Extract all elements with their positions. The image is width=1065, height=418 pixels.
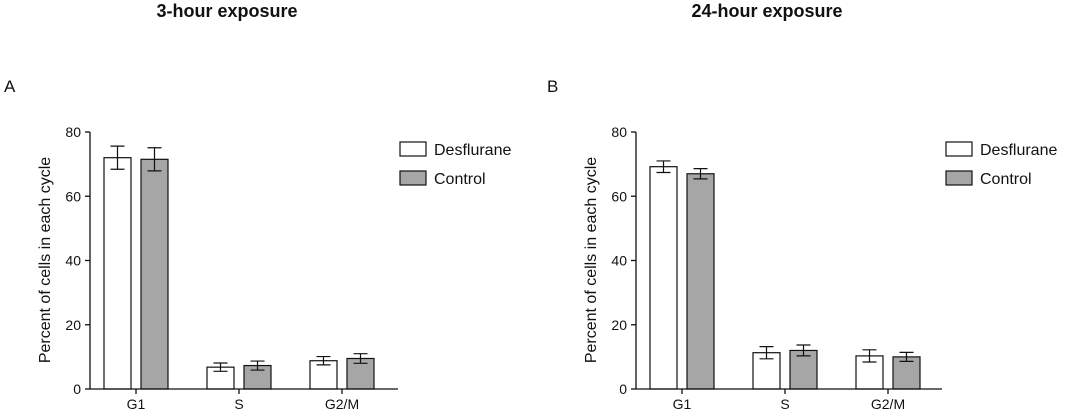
y-tick-label-a-2: 40 bbox=[65, 253, 81, 269]
x-categories-b: G1 S G2/M bbox=[673, 389, 905, 412]
error-bar-b-g2m-control bbox=[899, 351, 914, 362]
y-axis-label-b: Percent of cells in each cycle bbox=[583, 157, 600, 363]
legend-b: Desflurane Control bbox=[945, 141, 1057, 188]
legend-a: Desflurane Control bbox=[399, 141, 511, 188]
bars-b bbox=[649, 160, 921, 390]
error-bar-a-g2m-desflurane bbox=[316, 355, 331, 366]
legend-label-a-desflurane: Desflurane bbox=[434, 142, 511, 159]
legend-swatch-b-desflurane bbox=[945, 141, 973, 157]
x-category-label-b-1: S bbox=[780, 396, 789, 412]
bar-b-g1-control bbox=[686, 173, 715, 390]
error-bar-b-s-desflurane bbox=[759, 345, 774, 360]
x-category-label-b-0: G1 bbox=[673, 396, 692, 412]
x-category-label-a-1: S bbox=[234, 396, 243, 412]
y-tick-label-b-1: 20 bbox=[611, 317, 627, 333]
y-ticks-a: 0 20 40 60 80 bbox=[65, 124, 90, 397]
y-tick-label-b-3: 60 bbox=[611, 188, 627, 204]
y-ticks-b: 0 20 40 60 80 bbox=[611, 124, 636, 397]
error-bar-a-g1-control bbox=[147, 147, 162, 172]
x-category-label-b-2: G2/M bbox=[871, 396, 905, 412]
error-bar-b-g2m-desflurane bbox=[862, 349, 877, 363]
error-bar-a-g1-desflurane bbox=[110, 145, 125, 170]
legend-swatch-a-control bbox=[399, 170, 427, 186]
legend-label-a-control: Control bbox=[434, 171, 486, 188]
y-tick-label-b-2: 40 bbox=[611, 253, 627, 269]
chart-title-b: 24-hour exposure bbox=[691, 1, 842, 21]
panel-label-b: B bbox=[547, 77, 558, 96]
y-tick-label-a-0: 0 bbox=[73, 381, 81, 397]
y-tick-label-a-3: 60 bbox=[65, 188, 81, 204]
bar-a-g1-desflurane bbox=[103, 157, 132, 390]
bar-a-g1-control bbox=[140, 158, 169, 390]
y-tick-label-a-1: 20 bbox=[65, 317, 81, 333]
axes-b bbox=[635, 132, 942, 390]
legend-label-b-desflurane: Desflurane bbox=[980, 142, 1057, 159]
bar-b-g1-desflurane bbox=[649, 166, 678, 390]
y-tick-label-a-4: 80 bbox=[65, 124, 81, 140]
x-category-label-a-0: G1 bbox=[127, 396, 146, 412]
x-categories-a: G1 S G2/M bbox=[127, 389, 359, 412]
error-bar-b-g1-desflurane bbox=[656, 160, 671, 174]
y-tick-label-b-4: 80 bbox=[611, 124, 627, 140]
x-category-label-a-2: G2/M bbox=[325, 396, 359, 412]
legend-swatch-a-desflurane bbox=[399, 141, 427, 157]
bars-a bbox=[103, 145, 375, 390]
error-bar-b-g1-control bbox=[693, 168, 708, 180]
y-axis-label-a: Percent of cells in each cycle bbox=[37, 157, 54, 363]
chart-panel-a: 3-hour exposure A Percent of cells in ea… bbox=[4, 1, 511, 412]
chart-title-a: 3-hour exposure bbox=[156, 1, 297, 21]
axes-a bbox=[89, 132, 398, 390]
legend-swatch-b-control bbox=[945, 170, 973, 186]
error-bar-a-g2m-control bbox=[353, 353, 368, 364]
legend-label-b-control: Control bbox=[980, 171, 1032, 188]
error-bar-b-s-control bbox=[796, 344, 811, 357]
error-bar-a-s-control bbox=[250, 360, 265, 371]
chart-panel-b: 24-hour exposure B Percent of cells in e… bbox=[547, 1, 1057, 412]
error-bar-a-s-desflurane bbox=[213, 362, 228, 372]
panel-label-a: A bbox=[4, 77, 16, 96]
y-tick-label-b-0: 0 bbox=[619, 381, 627, 397]
